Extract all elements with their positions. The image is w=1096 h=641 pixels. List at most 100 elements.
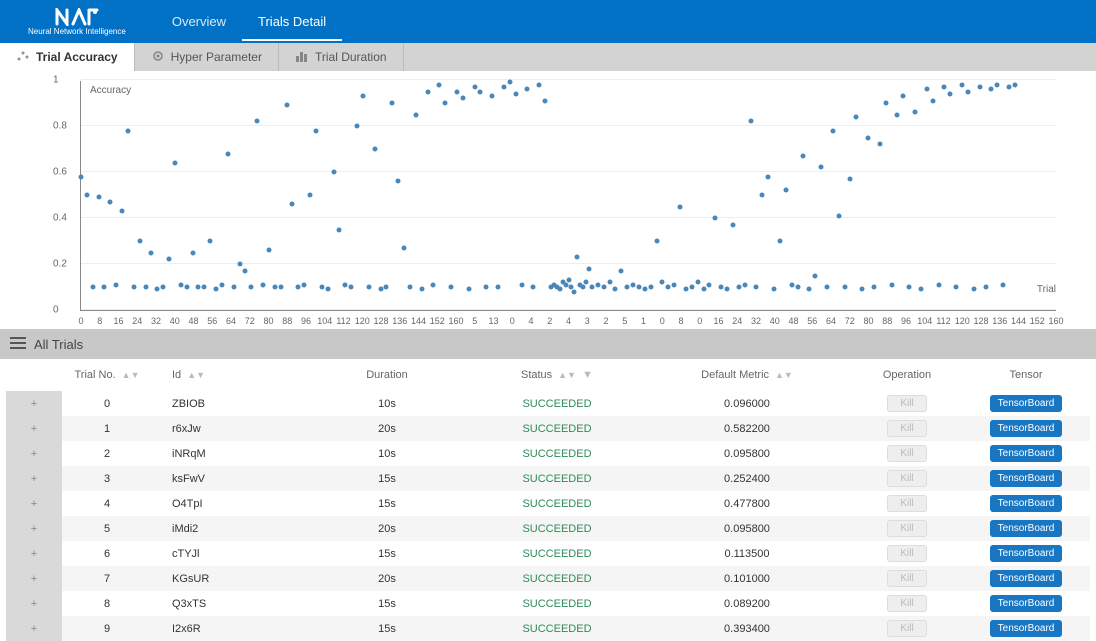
x-tick: 136: [992, 316, 1007, 326]
trial-status: SUCCEEDED: [472, 566, 642, 591]
kill-button[interactable]: Kill: [887, 570, 926, 587]
tensorboard-button[interactable]: TensorBoard: [990, 570, 1063, 587]
subnav-trial-duration[interactable]: Trial Duration: [279, 43, 404, 71]
expand-button[interactable]: +: [14, 498, 54, 510]
x-tick: 8: [678, 316, 683, 326]
kill-button[interactable]: Kill: [887, 395, 926, 412]
trial-metric: 0.089200: [642, 591, 852, 616]
scatter-point: [719, 285, 724, 290]
expand-button[interactable]: +: [14, 423, 54, 435]
y-tick: 0.8: [53, 121, 67, 132]
kill-button[interactable]: Kill: [887, 545, 926, 562]
trial-no: 1: [62, 416, 152, 441]
x-tick: 2: [547, 316, 552, 326]
scatter-point: [736, 285, 741, 290]
scatter-point: [231, 285, 236, 290]
scatter-point: [587, 266, 592, 271]
column-header[interactable]: Operation: [852, 359, 962, 391]
expand-button[interactable]: +: [14, 473, 54, 485]
kill-button[interactable]: Kill: [887, 445, 926, 462]
scatter-point: [466, 287, 471, 292]
scatter-point: [625, 285, 630, 290]
scatter-point: [108, 199, 113, 204]
scatter-point: [754, 285, 759, 290]
column-header[interactable]: Duration: [302, 359, 472, 391]
trial-status: SUCCEEDED: [472, 416, 642, 441]
column-header[interactable]: Id▲▼: [152, 359, 302, 391]
column-header[interactable]: Tensor: [962, 359, 1090, 391]
scatter-point: [243, 268, 248, 273]
tensorboard-button[interactable]: TensorBoard: [990, 445, 1063, 462]
x-tick: 13: [488, 316, 498, 326]
kill-button[interactable]: Kill: [887, 620, 926, 637]
scatter-point: [930, 98, 935, 103]
sort-icon[interactable]: ▲▼: [775, 370, 793, 380]
scatter-point: [918, 287, 923, 292]
x-tick: 96: [301, 316, 311, 326]
tensorboard-button[interactable]: TensorBoard: [990, 420, 1063, 437]
tensorboard-button[interactable]: TensorBoard: [990, 520, 1063, 537]
trial-status: SUCCEEDED: [472, 391, 642, 416]
scatter-point: [631, 282, 636, 287]
expand-button[interactable]: +: [14, 598, 54, 610]
scatter-point: [678, 204, 683, 209]
scatter-point: [90, 285, 95, 290]
x-tick: 32: [751, 316, 761, 326]
sort-icon[interactable]: ▲▼: [187, 370, 205, 380]
tensorboard-button[interactable]: TensorBoard: [990, 395, 1063, 412]
filter-icon[interactable]: ▼: [582, 369, 593, 381]
scatter-point: [971, 287, 976, 292]
x-tick: 120: [355, 316, 370, 326]
expand-button[interactable]: +: [14, 523, 54, 535]
x-tick: 24: [132, 316, 142, 326]
scatter-point: [977, 84, 982, 89]
kill-button[interactable]: Kill: [887, 420, 926, 437]
scatter-point: [525, 87, 530, 92]
bar-icon: [295, 49, 309, 66]
x-tick: 48: [188, 316, 198, 326]
expand-button[interactable]: +: [14, 398, 54, 410]
expand-button[interactable]: +: [14, 448, 54, 460]
tensorboard-button[interactable]: TensorBoard: [990, 620, 1063, 637]
nav-trials-detail[interactable]: Trials Detail: [242, 2, 342, 41]
sort-icon[interactable]: ▲▼: [558, 370, 576, 380]
scatter-point: [202, 285, 207, 290]
sub-navigation: Trial AccuracyHyper ParameterTrial Durat…: [0, 43, 1096, 71]
x-tick: 72: [245, 316, 255, 326]
subnav-trial-accuracy[interactable]: Trial Accuracy: [0, 43, 135, 71]
scatter-point: [836, 213, 841, 218]
x-tick: 112: [336, 316, 350, 326]
kill-button[interactable]: Kill: [887, 595, 926, 612]
sort-icon[interactable]: ▲▼: [122, 370, 140, 380]
trial-no: 4: [62, 491, 152, 516]
tensorboard-button[interactable]: TensorBoard: [990, 545, 1063, 562]
expand-button[interactable]: +: [14, 623, 54, 635]
table-row: +2iNRqM10sSUCCEEDED0.095800KillTensorBoa…: [6, 441, 1090, 466]
scatter-point: [913, 110, 918, 115]
scatter-point: [219, 282, 224, 287]
scatter-point: [214, 287, 219, 292]
tensorboard-button[interactable]: TensorBoard: [990, 495, 1063, 512]
tensorboard-button[interactable]: TensorBoard: [990, 470, 1063, 487]
x-tick: 5: [622, 316, 627, 326]
nav-overview[interactable]: Overview: [156, 2, 242, 41]
trial-id: iMdi2: [152, 516, 302, 541]
expand-button[interactable]: +: [14, 548, 54, 560]
kill-button[interactable]: Kill: [887, 520, 926, 537]
tensorboard-button[interactable]: TensorBoard: [990, 595, 1063, 612]
subnav-hyper-parameter[interactable]: Hyper Parameter: [135, 43, 279, 71]
kill-button[interactable]: Kill: [887, 495, 926, 512]
column-header[interactable]: Default Metric▲▼: [642, 359, 852, 391]
scatter-point: [589, 285, 594, 290]
x-tick: 120: [955, 316, 970, 326]
x-tick: 96: [901, 316, 911, 326]
scatter-point: [563, 282, 568, 287]
expand-button[interactable]: +: [14, 573, 54, 585]
scatter-point: [266, 248, 271, 253]
column-header[interactable]: Status▲▼ ▼: [472, 359, 642, 391]
scatter-point: [431, 282, 436, 287]
column-header[interactable]: Trial No.▲▼: [62, 359, 152, 391]
kill-button[interactable]: Kill: [887, 470, 926, 487]
trial-status: SUCCEEDED: [472, 491, 642, 516]
column-header: [6, 359, 62, 391]
